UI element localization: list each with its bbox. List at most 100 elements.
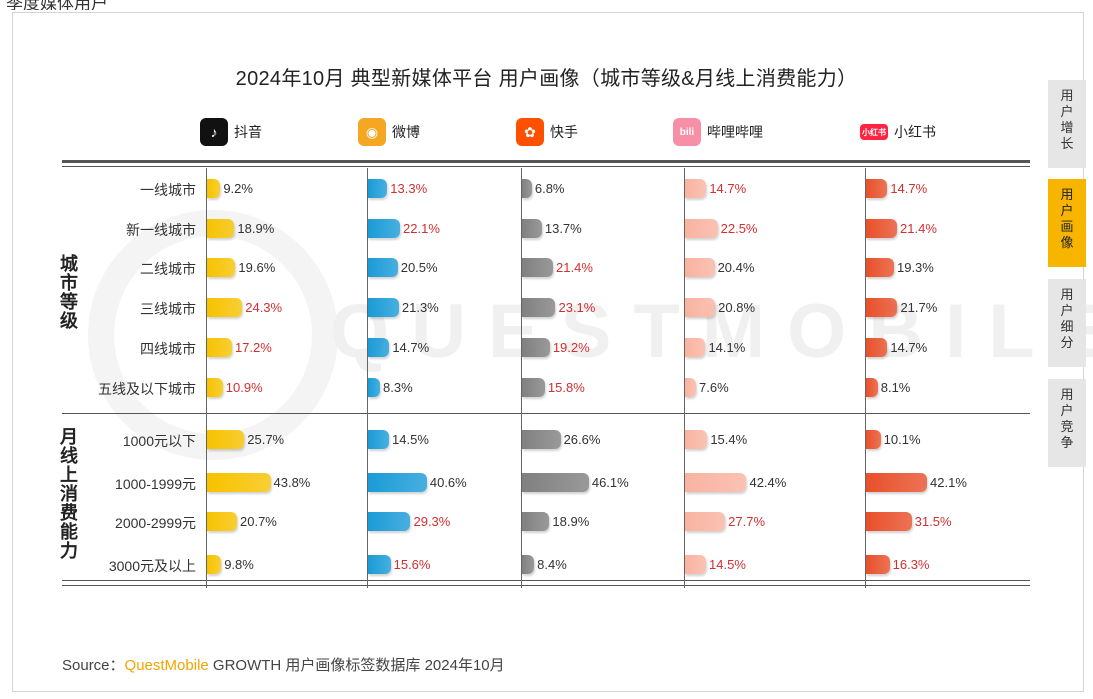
platform-2: ✿ 快手	[516, 116, 578, 148]
bar-1-6	[368, 430, 390, 449]
bar-4-2	[866, 258, 894, 277]
platform-name: 快手	[550, 124, 578, 140]
value-label: 42.1%	[930, 475, 967, 490]
value-label: 17.2%	[234, 340, 272, 355]
bar-4-9	[866, 555, 890, 574]
value-label: 18.9%	[237, 221, 275, 236]
axis-baseline	[367, 168, 368, 588]
source-rest: GROWTH 用户画像标签数据库 2024年10月	[208, 657, 505, 674]
platform-1: ◉ 微博	[358, 116, 420, 148]
axis-baseline	[684, 168, 685, 588]
value-label: 29.3%	[413, 514, 451, 529]
axis-baseline	[521, 168, 522, 588]
value-label: 14.1%	[708, 340, 746, 355]
value-label: 25.7%	[247, 432, 285, 447]
bar-1-5	[368, 378, 381, 397]
value-label: 21.4%	[900, 221, 937, 236]
value-label: 21.4%	[556, 260, 593, 275]
tab-2[interactable]: 用户细分	[1048, 279, 1086, 367]
bar-4-8	[866, 512, 912, 531]
bar-0-3	[207, 298, 243, 317]
value-label: 14.7%	[890, 181, 928, 196]
value-label: 19.6%	[238, 260, 276, 275]
axis-baseline	[206, 168, 207, 588]
bar-4-0	[866, 179, 888, 198]
value-label: 18.9%	[552, 514, 590, 529]
bar-0-0	[207, 179, 221, 198]
value-label: 10.1%	[883, 432, 921, 447]
platform-name: 哔哩哔哩	[707, 124, 763, 140]
source-prefix: Source：	[62, 657, 125, 674]
group-label-0: 城市等级	[60, 254, 78, 331]
value-label: 21.3%	[401, 300, 439, 315]
bar-2-1	[522, 219, 542, 238]
divider-line	[62, 413, 1030, 414]
value-label: 15.6%	[393, 557, 431, 572]
cropped-header: 季度媒体用户	[0, 0, 260, 10]
bar-0-6	[207, 430, 245, 449]
value-label: 16.3%	[892, 557, 930, 572]
value-label: 24.3%	[245, 300, 283, 315]
value-label: 9.8%	[224, 557, 254, 572]
bar-3-5	[685, 378, 697, 397]
tab-3[interactable]: 用户竞争	[1048, 379, 1086, 467]
value-label: 20.5%	[400, 260, 438, 275]
value-label: 14.5%	[392, 432, 429, 447]
value-label: 20.7%	[240, 514, 277, 529]
group-label-1: 月线上消费能力	[60, 427, 78, 561]
bar-2-7	[522, 473, 589, 492]
bar-2-8	[522, 512, 550, 531]
bar-0-2	[207, 258, 236, 277]
row-label: 新一线城市	[126, 222, 196, 238]
divider-line	[62, 160, 1030, 163]
row-label: 1000-1999元	[115, 476, 196, 492]
bar-3-6	[685, 430, 708, 449]
value-label: 9.2%	[223, 181, 253, 196]
divider-line	[62, 580, 1030, 581]
row-label: 二线城市	[140, 261, 196, 277]
bar-2-2	[522, 258, 554, 277]
value-label: 15.4%	[710, 432, 748, 447]
value-label: 8.3%	[383, 380, 413, 395]
value-label: 27.7%	[728, 514, 766, 529]
value-label: 10.9%	[225, 380, 263, 395]
row-label: 五线及以下城市	[98, 381, 196, 397]
bar-1-9	[368, 555, 391, 574]
kuaishou-icon: ✿	[516, 118, 544, 146]
bar-1-7	[368, 473, 427, 492]
tab-0[interactable]: 用户增长	[1048, 80, 1086, 168]
source-note: Source：QuestMobile GROWTH 用户画像标签数据库 2024…	[62, 654, 505, 675]
bar-1-0	[368, 179, 388, 198]
value-label: 7.6%	[699, 380, 729, 395]
bar-2-9	[522, 555, 535, 574]
value-label: 19.2%	[552, 340, 590, 355]
value-label: 31.5%	[914, 514, 952, 529]
cropped-header-text: 季度媒体用户	[6, 0, 108, 10]
platform-name: 抖音	[234, 124, 262, 140]
value-label: 46.1%	[591, 475, 629, 490]
bar-3-2	[685, 258, 715, 277]
platform-3: bili 哔哩哔哩	[673, 116, 763, 148]
divider-line	[62, 166, 1030, 167]
value-label: 26.6%	[563, 432, 601, 447]
bar-2-3	[522, 298, 556, 317]
bar-1-8	[368, 512, 411, 531]
source-brand: QuestMobile	[124, 657, 209, 674]
value-label: 14.7%	[392, 340, 430, 355]
value-label: 20.4%	[717, 260, 755, 275]
value-label: 15.8%	[547, 380, 585, 395]
value-label: 42.4%	[749, 475, 787, 490]
chart-title: 2024年10月 典型新媒体平台 用户画像（城市等级&月线上消费能力）	[235, 68, 858, 90]
row-label: 一线城市	[140, 182, 196, 198]
bar-1-2	[368, 258, 398, 277]
row-label: 3000元及以上	[108, 558, 196, 574]
platform-name: 微博	[392, 124, 420, 140]
value-label: 21.7%	[900, 300, 938, 315]
bar-0-8	[207, 512, 237, 531]
value-label: 13.7%	[544, 221, 582, 236]
bar-0-4	[207, 338, 232, 357]
bar-3-0	[685, 179, 707, 198]
tab-1[interactable]: 用户画像	[1048, 179, 1086, 267]
value-label: 6.8%	[534, 181, 565, 196]
bar-0-7	[207, 473, 271, 492]
